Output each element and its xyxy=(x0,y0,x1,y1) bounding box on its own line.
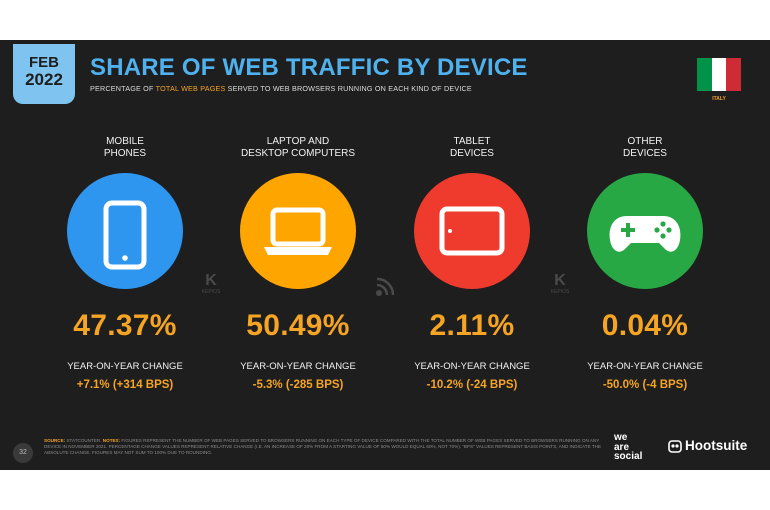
share-value: 47.37% xyxy=(73,309,177,342)
device-circle xyxy=(67,173,183,289)
kepios-watermark-icon: K KEPIOS xyxy=(199,272,223,296)
footnotes: SOURCE: STATCOUNTER. NOTES: FIGURES REPR… xyxy=(44,438,602,457)
date-badge: FEB 2022 xyxy=(13,44,75,104)
yoy-label: YEAR-ON-YEAR CHANGE xyxy=(67,361,183,372)
device-circle xyxy=(587,173,703,289)
owl-icon xyxy=(668,439,682,453)
device-circle xyxy=(414,173,530,289)
tablet-icon xyxy=(439,206,505,256)
device-tablet: TABLET DEVICES 2.11% YEAR-ON-YEAR CHANGE … xyxy=(387,136,557,391)
yoy-value: -10.2% (-24 BPS) xyxy=(426,379,518,391)
yoy-value: -50.0% (-4 BPS) xyxy=(602,379,688,391)
share-value: 2.11% xyxy=(429,309,515,342)
slide: FEB 2022 SHARE OF WEB TRAFFIC BY DEVICE … xyxy=(0,40,770,470)
brand1-line2: are xyxy=(614,441,630,453)
brand1-line1: we xyxy=(614,432,628,443)
device-label-line1: OTHER xyxy=(627,136,663,147)
we-are-social-logo: we are social xyxy=(614,433,642,462)
hootsuite-logo: Hootsuite xyxy=(668,438,747,453)
device-label-line2: DEVICES xyxy=(623,148,667,159)
device-label: TABLET DEVICES xyxy=(387,136,557,162)
share-value: 0.04% xyxy=(601,309,689,342)
flag-stripe-white xyxy=(711,58,727,91)
subtitle-highlight: TOTAL WEB PAGES xyxy=(155,84,226,93)
flag-stripe-green xyxy=(697,58,712,91)
source-key: SOURCE: xyxy=(44,438,66,443)
page-number: 32 xyxy=(13,443,33,463)
kepios-text: KEPIOS xyxy=(550,289,570,295)
broadcast-watermark-icon xyxy=(372,277,396,301)
mobile-phone-icon xyxy=(103,200,147,270)
device-mobile-phones: MOBILE PHONES 47.37% YEAR-ON-YEAR CHANGE … xyxy=(40,136,210,391)
device-label-line1: TABLET xyxy=(453,136,491,147)
kepios-text: KEPIOS xyxy=(201,289,221,295)
device-other: OTHER DEVICES 0.04% YEAR-ON-YEAR CHANGE -… xyxy=(560,136,730,391)
yoy-value: +7.1% (+314 BPS) xyxy=(76,379,174,391)
device-label-line2: DEVICES xyxy=(450,148,494,159)
page-subtitle: PERCENTAGE OF TOTAL WEB PAGES SERVED TO … xyxy=(90,84,472,93)
device-label-line2: PHONES xyxy=(103,148,147,159)
device-circle xyxy=(240,173,356,289)
gamepad-icon xyxy=(609,216,681,252)
device-label-line2: DESKTOP COMPUTERS xyxy=(240,148,356,159)
notes-text: FIGURES REPRESENT THE NUMBER OF WEB PAGE… xyxy=(44,438,602,456)
date-year: 2022 xyxy=(25,70,63,89)
subtitle-post: SERVED TO WEB BROWSERS RUNNING ON EACH K… xyxy=(225,84,472,93)
device-label: OTHER DEVICES xyxy=(560,136,730,162)
yoy-value: -5.3% (-285 BPS) xyxy=(252,379,344,391)
hootsuite-text: Hootsuite xyxy=(685,438,748,453)
share-value: 50.49% xyxy=(246,309,350,342)
kepios-mark: K xyxy=(205,272,217,289)
kepios-mark: K xyxy=(554,272,566,289)
device-label: MOBILE PHONES xyxy=(40,136,210,162)
italy-flag-icon xyxy=(697,58,742,91)
device-label-line1: LAPTOP AND xyxy=(266,136,330,147)
device-label-line1: MOBILE xyxy=(106,136,144,147)
notes-key: NOTES: xyxy=(102,438,121,443)
yoy-label: YEAR-ON-YEAR CHANGE xyxy=(587,361,703,372)
subtitle-pre: PERCENTAGE OF xyxy=(90,84,156,93)
date-month: FEB xyxy=(29,54,59,71)
kepios-watermark-icon: K KEPIOS xyxy=(548,272,572,296)
yoy-label: YEAR-ON-YEAR CHANGE xyxy=(414,361,530,372)
device-laptop-desktop: LAPTOP AND DESKTOP COMPUTERS 50.49% YEAR-… xyxy=(213,136,383,391)
yoy-label: YEAR-ON-YEAR CHANGE xyxy=(240,361,356,372)
laptop-icon xyxy=(264,207,332,255)
device-label: LAPTOP AND DESKTOP COMPUTERS xyxy=(213,136,383,162)
flag-stripe-red xyxy=(726,58,742,91)
source-text: STATCOUNTER. xyxy=(65,438,103,443)
signal-icon xyxy=(376,277,395,296)
brand1-line3: social xyxy=(614,451,643,462)
country-label: ITALY xyxy=(712,96,726,102)
page-title: SHARE OF WEB TRAFFIC BY DEVICE xyxy=(90,54,528,81)
